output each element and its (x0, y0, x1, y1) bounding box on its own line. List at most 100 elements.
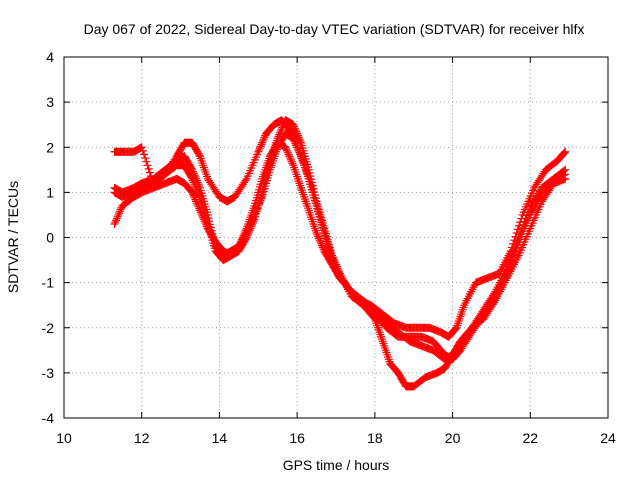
data-point (258, 138, 267, 147)
data-point (248, 219, 257, 228)
data-point (335, 267, 344, 276)
x-tick-label: 14 (212, 430, 228, 446)
data-point (137, 143, 146, 152)
data-point (286, 154, 295, 163)
data-point (245, 226, 254, 235)
data-point (192, 197, 201, 206)
data-point (115, 209, 124, 218)
data-point (190, 193, 199, 202)
data-point (260, 133, 269, 142)
data-point (257, 140, 266, 149)
data-point (195, 191, 204, 200)
data-point (289, 120, 298, 129)
data-point (192, 199, 201, 208)
data-point (291, 139, 300, 148)
data-point (295, 148, 304, 157)
x-tick-label: 18 (367, 430, 383, 446)
data-point (255, 145, 264, 154)
data-point (143, 161, 152, 170)
data-point (560, 148, 569, 157)
data-point (561, 174, 570, 183)
data-point (290, 136, 299, 145)
y-tick-label: 3 (46, 94, 54, 110)
data-point (246, 224, 255, 233)
data-point (490, 293, 499, 302)
data-point (277, 125, 286, 134)
y-tick-label: -1 (42, 275, 55, 291)
data-point (294, 133, 303, 142)
data-point (332, 260, 340, 269)
data-point (293, 129, 302, 138)
data-point (114, 210, 123, 219)
data-point (328, 251, 337, 260)
data-point (291, 126, 300, 135)
data-point (290, 124, 299, 133)
data-point (329, 255, 338, 264)
data-point (189, 178, 198, 187)
data-point (241, 176, 250, 185)
data-point (328, 253, 337, 262)
series-track-1 (110, 116, 570, 341)
x-axis-label: GPS time / hours (283, 457, 390, 473)
data-point (249, 217, 258, 226)
y-tick-labels: -4 -3 -2 -1 0 1 2 3 4 (42, 49, 55, 426)
y-tick-label: -3 (42, 365, 55, 381)
grid (64, 57, 608, 418)
data-point (318, 243, 327, 252)
data-point (190, 180, 199, 189)
x-tick-label: 22 (522, 430, 538, 446)
data-point (192, 185, 201, 194)
data-point (282, 145, 291, 154)
data-point (255, 144, 264, 153)
data-point (244, 229, 253, 238)
x-tick-labels: 10 12 14 16 18 20 22 24 (56, 430, 616, 446)
data-point (450, 325, 459, 334)
data-point (295, 135, 304, 144)
data-point (287, 157, 296, 166)
data-point (292, 127, 301, 136)
data-point (192, 183, 201, 192)
data-point (244, 228, 253, 237)
data-point (333, 264, 342, 273)
y-axis-label: SDTVAR / TECUs (5, 181, 21, 293)
data-point (259, 135, 268, 144)
data-point (115, 207, 124, 216)
y-tick-label: -2 (42, 320, 55, 336)
data-point (243, 231, 252, 240)
data-point (242, 233, 251, 242)
data-point (142, 157, 151, 166)
data-point (276, 128, 285, 137)
data-point (286, 155, 295, 164)
x-tick-label: 24 (600, 430, 616, 446)
data-point (560, 166, 569, 175)
data-point (116, 205, 125, 214)
data-point (314, 232, 323, 241)
data-point (140, 150, 149, 159)
data-point (275, 130, 284, 139)
data-point (293, 131, 302, 140)
data-point (248, 220, 257, 229)
data-point (188, 188, 197, 197)
data-point (194, 202, 203, 211)
data-point (561, 165, 570, 174)
chart-title: Day 067 of 2022, Sidereal Day-to-day VTE… (84, 21, 585, 37)
data-point (273, 134, 282, 143)
data-point (191, 182, 200, 191)
data-point (195, 150, 204, 159)
data-point (315, 236, 324, 245)
data-point (193, 187, 202, 196)
data-point (283, 146, 292, 155)
data-point (247, 222, 256, 231)
data-point (112, 216, 121, 225)
data-point (194, 189, 203, 198)
data-point (290, 137, 299, 146)
data-point (559, 149, 568, 158)
data-point (288, 159, 297, 168)
y-tick-label: 2 (46, 139, 54, 155)
series-track-4 (110, 116, 570, 364)
data-point (318, 241, 327, 250)
data-point (254, 147, 263, 156)
plot-frame (63, 56, 609, 419)
data-point (283, 148, 292, 157)
